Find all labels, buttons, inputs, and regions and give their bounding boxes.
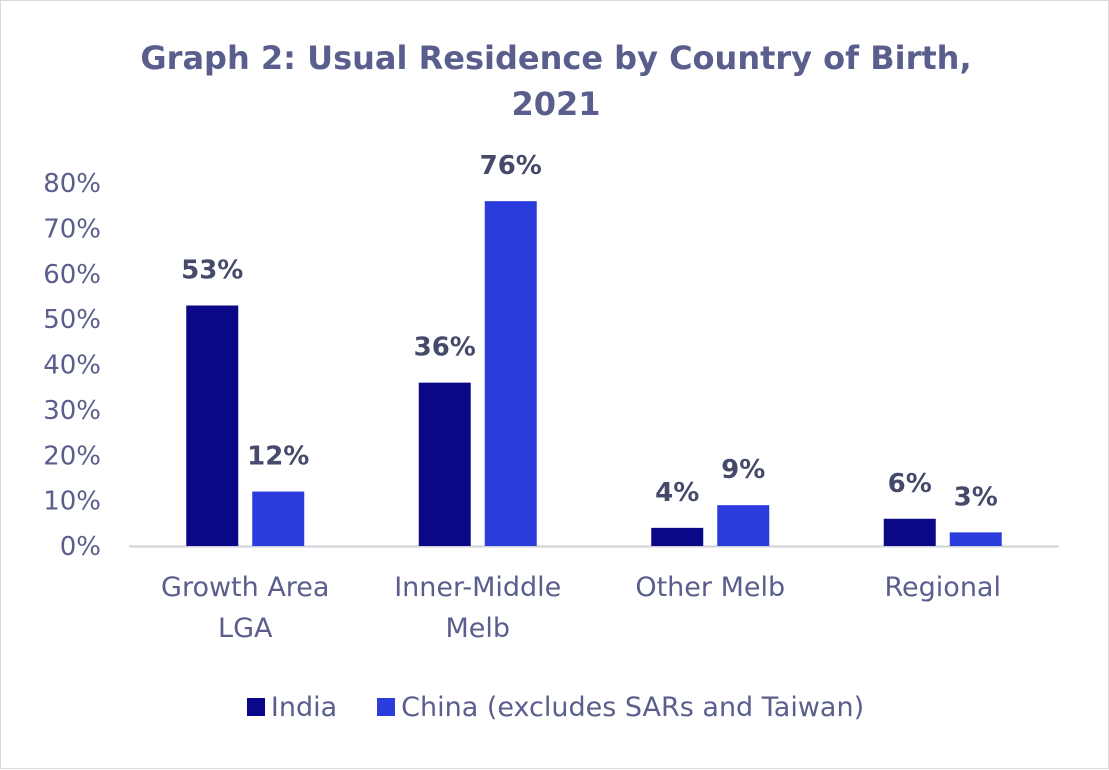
data-label: 76% xyxy=(480,151,542,181)
bar-china-0 xyxy=(252,491,305,546)
data-label: 6% xyxy=(888,469,932,499)
legend-swatch xyxy=(246,698,265,716)
chart-title: Graph 2: Usual Residence by Country of B… xyxy=(140,39,972,123)
data-label: 36% xyxy=(414,333,476,363)
x-category-label: Growth Area xyxy=(161,572,329,603)
y-tick-label: 60% xyxy=(43,260,101,290)
x-category-label: Other Melb xyxy=(635,572,785,603)
data-label: 12% xyxy=(247,442,309,472)
bar-china-3 xyxy=(949,532,1002,546)
y-tick-label: 20% xyxy=(43,441,101,471)
x-category-label: Regional xyxy=(885,572,1001,603)
y-tick-label: 40% xyxy=(43,351,101,381)
data-label: 9% xyxy=(721,455,765,485)
legend-item-india: India xyxy=(246,691,338,723)
y-tick-label: 0% xyxy=(60,532,101,562)
data-label: 4% xyxy=(655,478,699,508)
legend-swatch xyxy=(377,698,396,716)
x-category-label: LGA xyxy=(218,613,273,644)
data-label: 3% xyxy=(954,482,998,512)
x-category-label: Inner-Middle xyxy=(394,572,561,603)
legend-label: China (excludes SARs and Taiwan) xyxy=(401,691,865,723)
bar-china-1 xyxy=(484,201,537,546)
legend-label: India xyxy=(270,691,338,723)
legend-item-china: China (excludes SARs and Taiwan) xyxy=(377,692,864,723)
y-tick-label: 30% xyxy=(43,396,101,426)
y-tick-label: 80% xyxy=(43,169,101,199)
bar-china-2 xyxy=(717,505,770,546)
y-tick-label: 70% xyxy=(43,214,101,244)
bar-india-2 xyxy=(651,527,704,546)
data-label: 53% xyxy=(181,256,243,286)
x-category-label: Melb xyxy=(445,613,510,644)
bar-india-0 xyxy=(186,305,239,546)
y-tick-label: 10% xyxy=(43,487,101,517)
bar-india-1 xyxy=(418,382,471,546)
chart-legend: India China (excludes SARs and Taiwan) xyxy=(1,685,1109,729)
bar-india-3 xyxy=(883,518,936,546)
y-tick-label: 50% xyxy=(43,305,101,335)
